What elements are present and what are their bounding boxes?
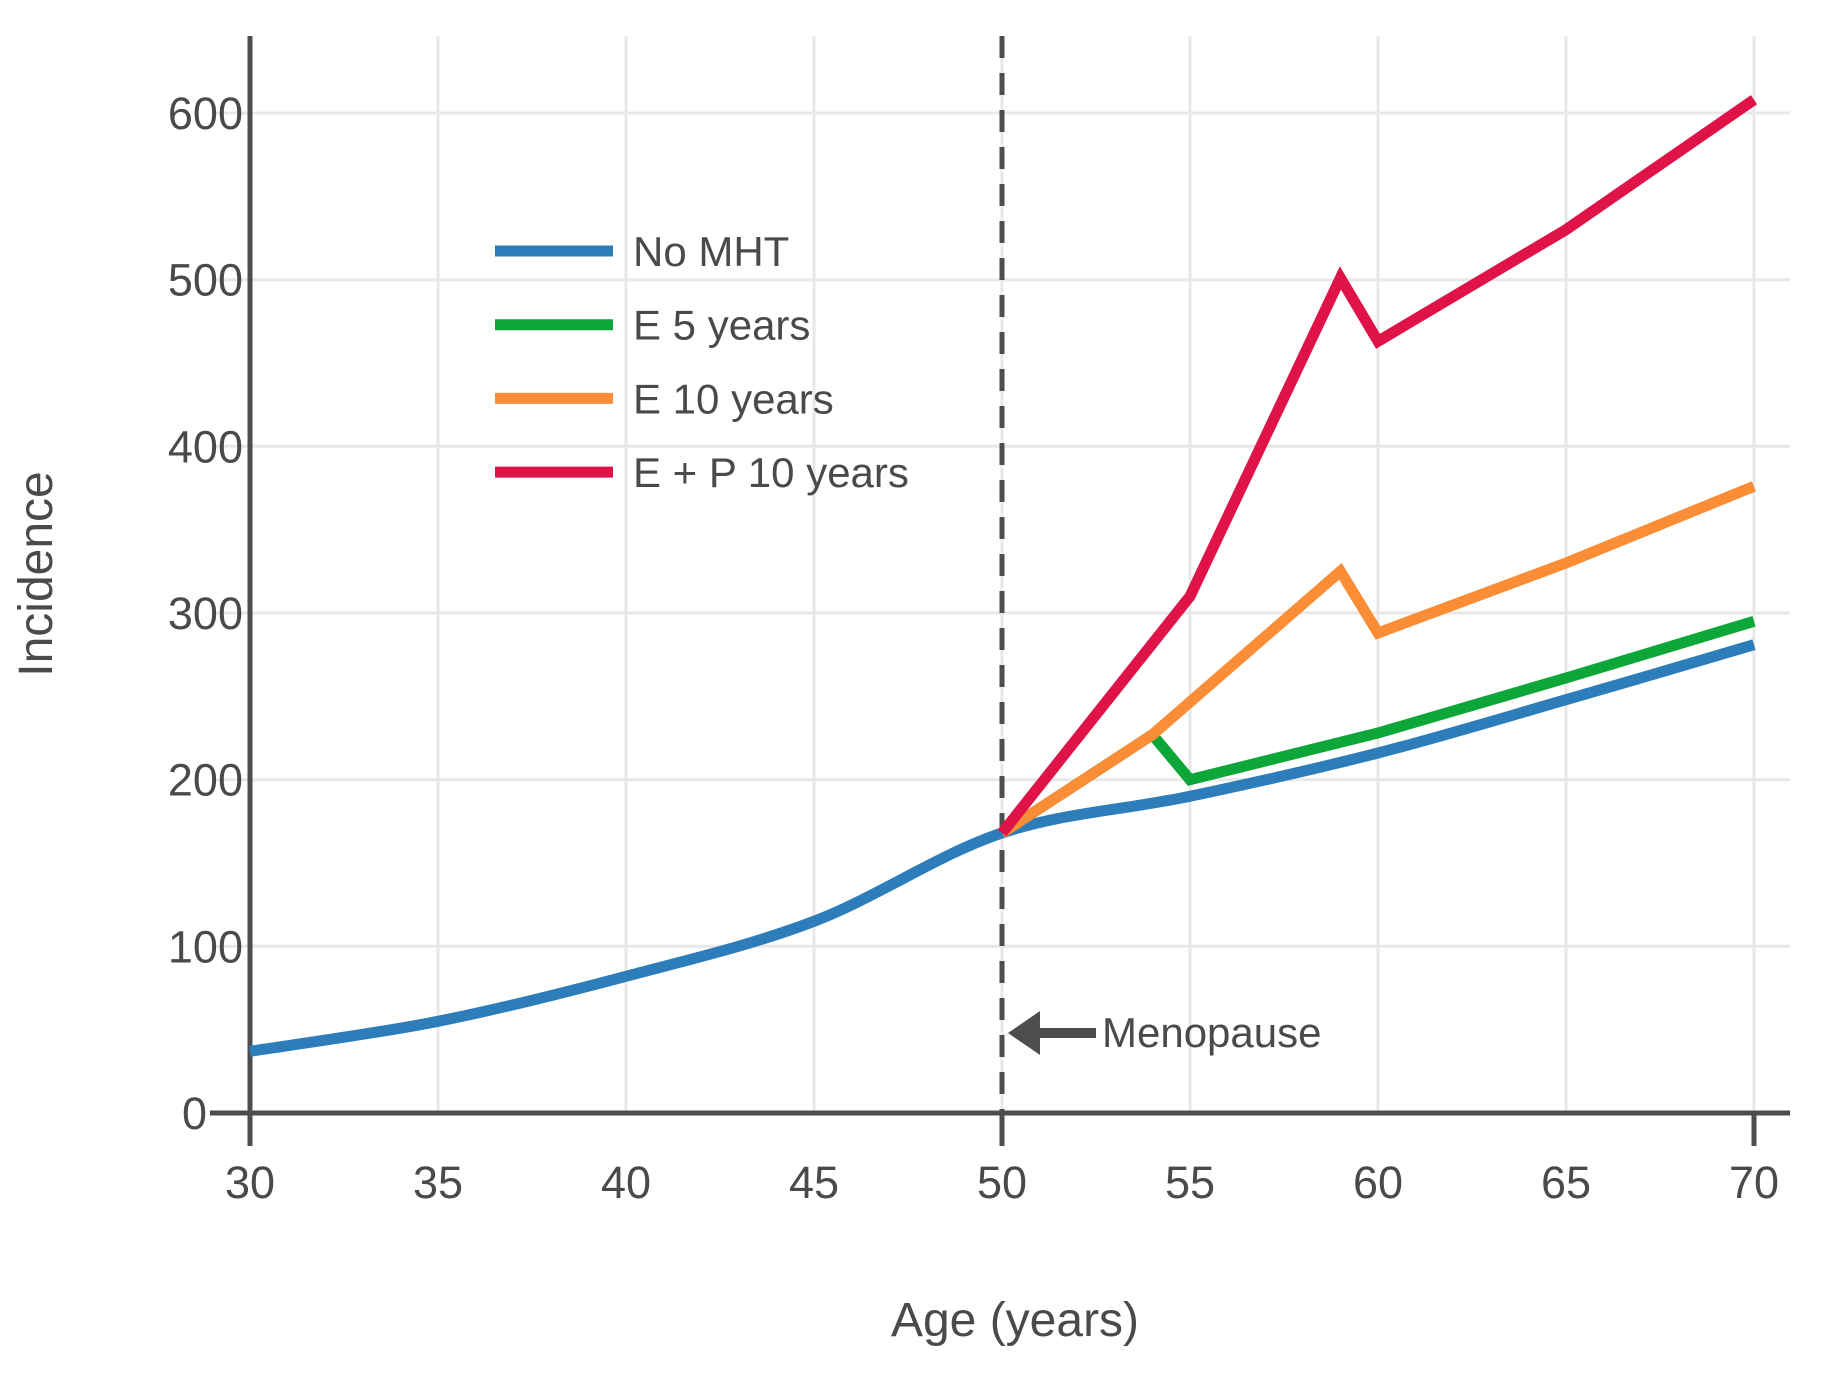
- y-axis-title: Incidence: [10, 471, 63, 676]
- menopause-arrow-head: [1008, 1011, 1040, 1055]
- y-tick-label: 600: [168, 88, 243, 139]
- legend-label-e-5-years: E 5 years: [633, 302, 810, 349]
- series-line-e-10-years: [998, 481, 1757, 838]
- x-tick-label: 35: [413, 1157, 463, 1208]
- series-line-e-p-10-years: [997, 95, 1758, 837]
- x-tick-label: 65: [1541, 1157, 1591, 1208]
- y-tick-label: 300: [168, 588, 243, 639]
- legend-label-no-mht: No MHT: [633, 228, 789, 275]
- y-tick-label: 500: [168, 255, 243, 306]
- legend-label-e-p-10-years: E + P 10 years: [633, 449, 909, 496]
- x-tick-label: 50: [977, 1157, 1027, 1208]
- menopause-arrow-shaft: [1038, 1028, 1096, 1038]
- x-tick-label: 40: [601, 1157, 651, 1208]
- legend-label-e-10-years: E 10 years: [633, 375, 834, 422]
- y-tick-label: 100: [168, 921, 243, 972]
- y-tick-label: 200: [168, 755, 243, 806]
- x-tick-label: 55: [1165, 1157, 1215, 1208]
- menopause-label: Menopause: [1102, 1009, 1322, 1056]
- x-tick-label: 60: [1353, 1157, 1403, 1208]
- y-tick-label: 400: [168, 421, 243, 472]
- x-tick-label: 70: [1729, 1157, 1779, 1208]
- x-tick-label: 30: [225, 1157, 275, 1208]
- x-axis-title: Age (years): [891, 1294, 1139, 1347]
- y-tick-label: 0: [182, 1088, 207, 1139]
- x-tick-label: 45: [789, 1157, 839, 1208]
- series-line-no-mht: [249, 639, 1756, 1057]
